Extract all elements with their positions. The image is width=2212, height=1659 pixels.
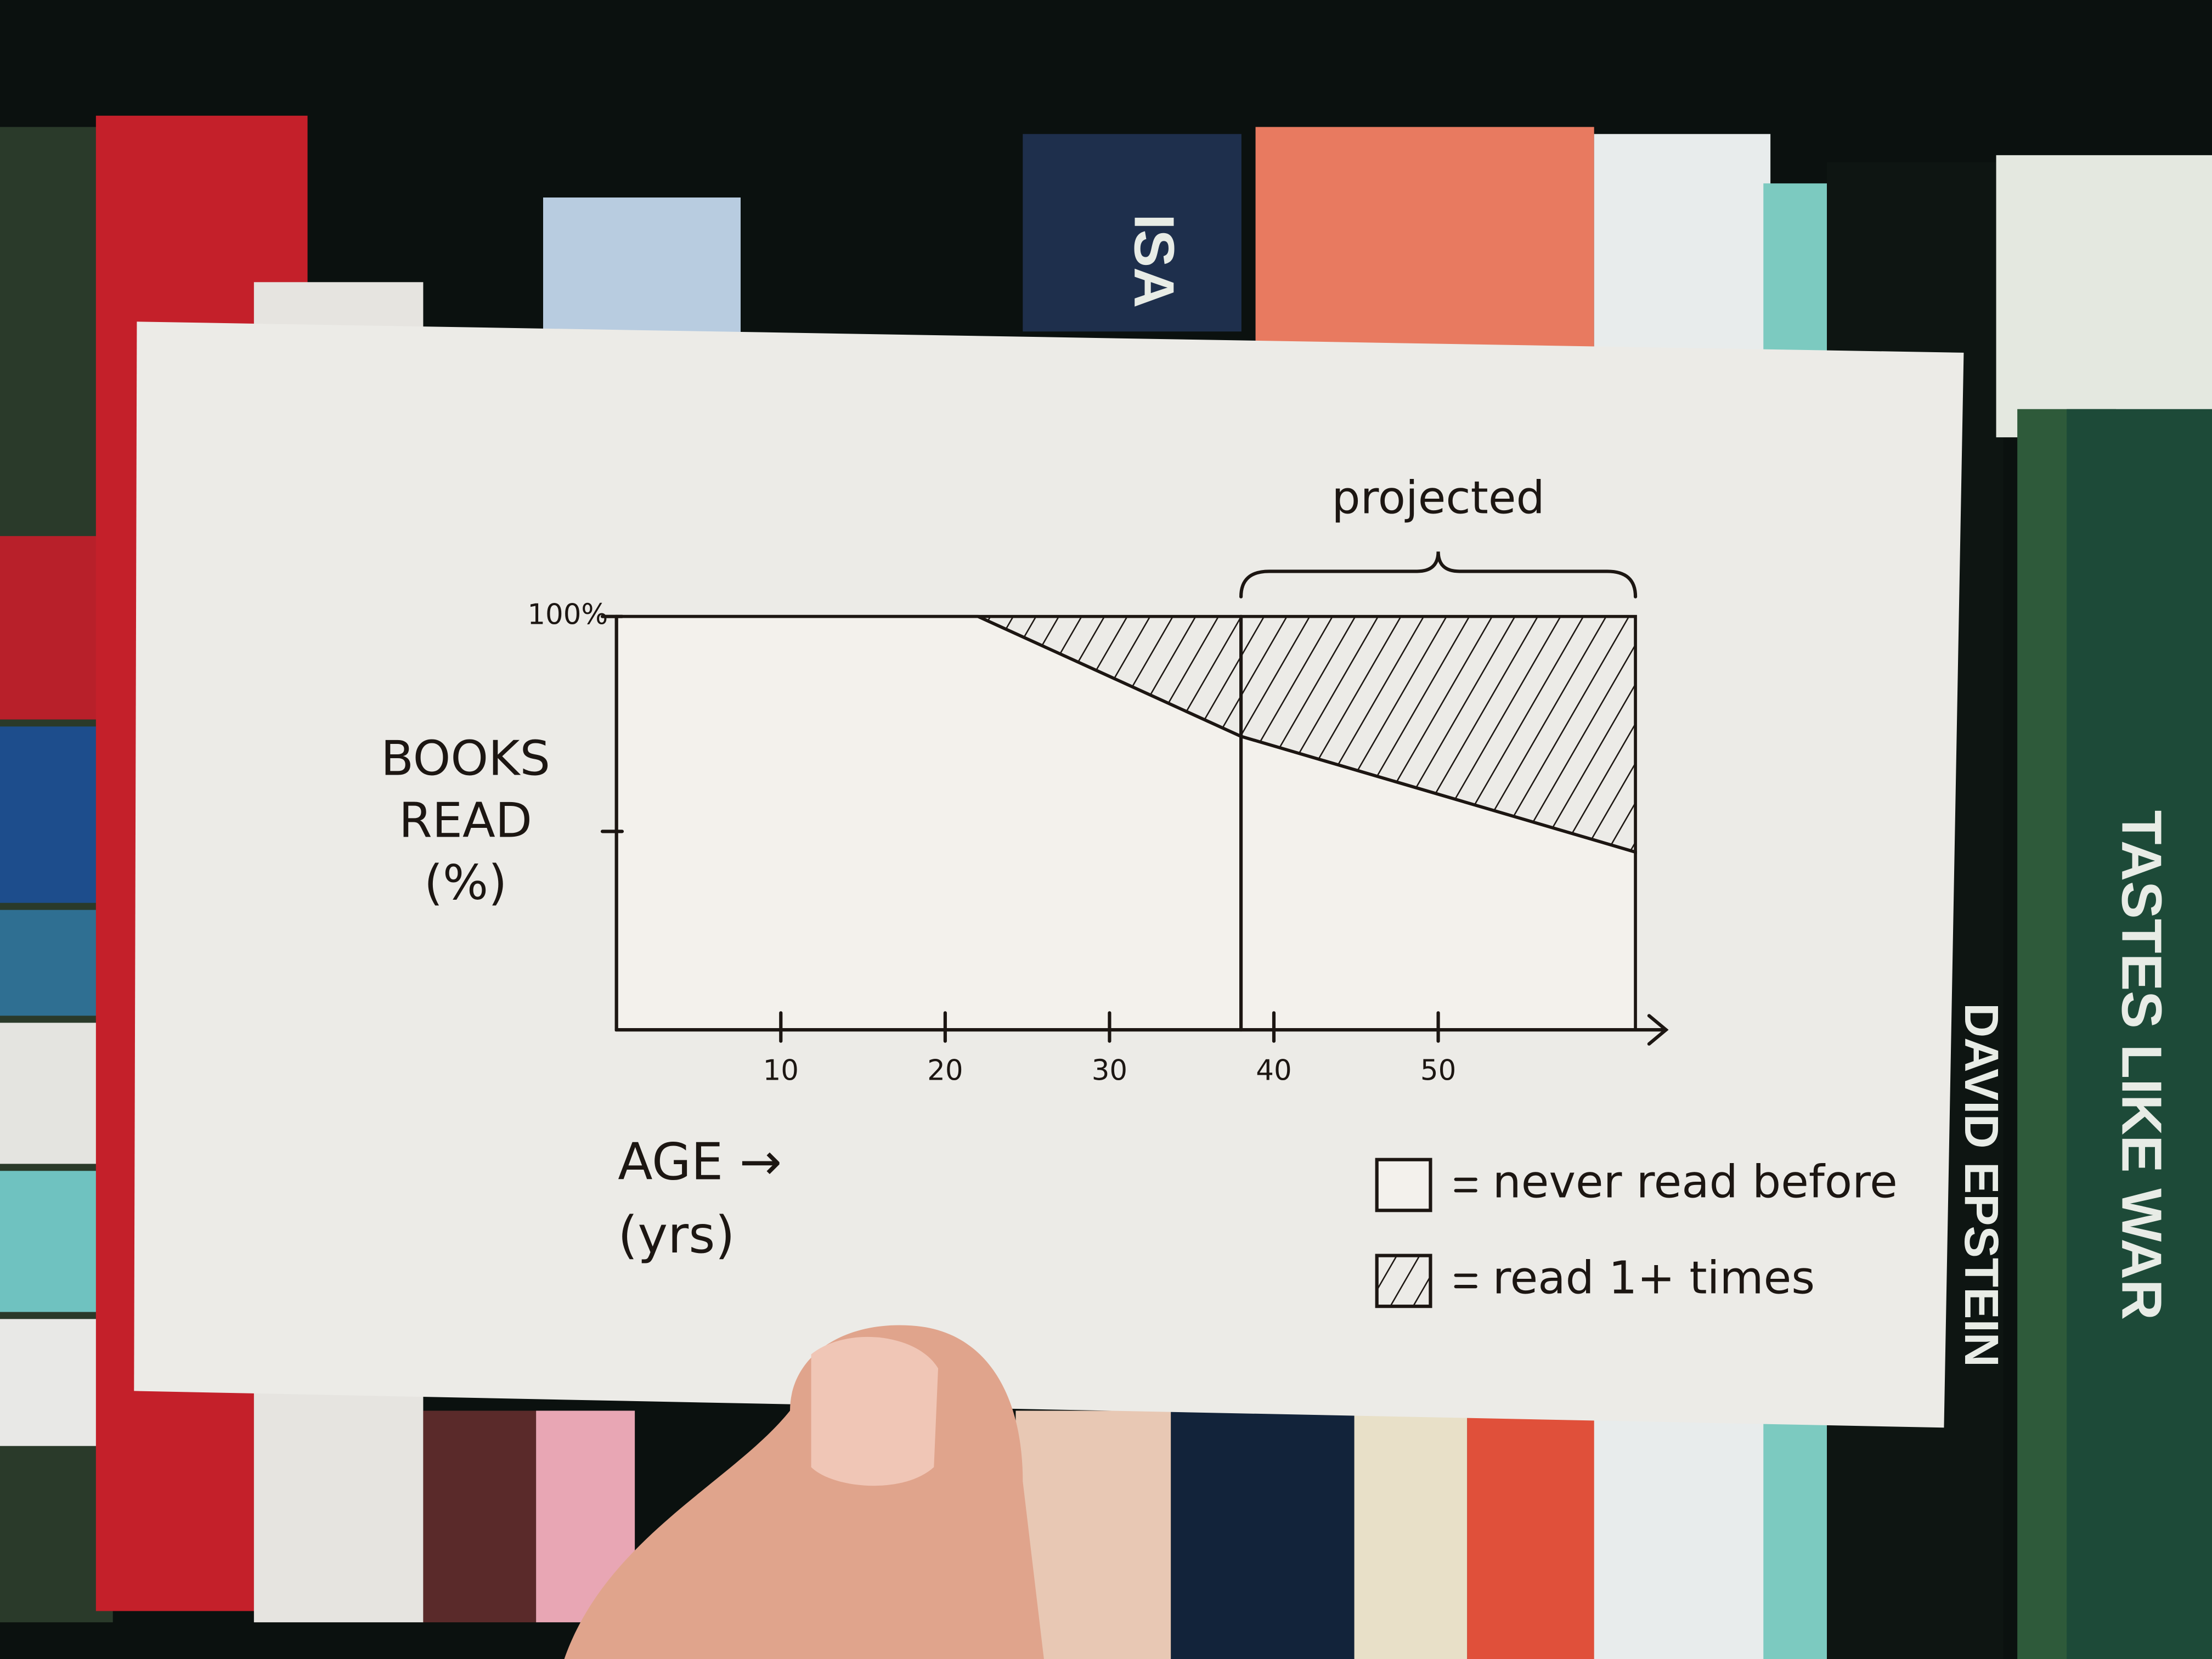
x-tick-label: 40	[1256, 1054, 1291, 1087]
legend-label: never read before	[1493, 1156, 1898, 1208]
x-tick-label: 30	[1092, 1054, 1127, 1087]
y-axis-label: READ	[399, 793, 532, 849]
projected-brace	[1239, 551, 1638, 599]
book	[543, 198, 741, 339]
thumb	[564, 1325, 1044, 1659]
book	[1996, 155, 2212, 438]
book-spine-text: DAVID EPSTEIN	[1955, 1003, 2008, 1367]
book	[1255, 127, 1594, 353]
book	[1015, 1410, 1171, 1659]
book-spine-text: ISA	[1123, 214, 1186, 308]
y-axis-label: (%)	[424, 855, 507, 911]
y-tick-label: 100%	[527, 599, 608, 631]
legend-swatch	[1375, 1158, 1432, 1212]
x-tick-label: 10	[763, 1054, 799, 1087]
area-1	[616, 614, 1637, 854]
book	[1171, 1410, 1355, 1659]
legend-label: read 1+ times	[1493, 1252, 1815, 1304]
book	[1023, 134, 1242, 332]
book	[2067, 409, 2212, 1659]
annotation: projected	[1331, 472, 1544, 524]
x-tick-label: 50	[1420, 1054, 1456, 1087]
thumbnail	[811, 1336, 938, 1486]
book	[423, 1410, 537, 1623]
x-axis-label: AGE →	[618, 1132, 782, 1191]
x-axis-arrow	[1647, 1014, 1669, 1046]
x-axis-label: (yrs)	[618, 1205, 735, 1265]
chart: 100% 10 20 30 40 50 projected BOOKS READ (%) AGE →…	[381, 472, 1898, 1308]
x-tick-label: 20	[927, 1054, 963, 1087]
y-axis-label: BOOKS	[381, 730, 550, 786]
book	[1354, 1410, 1468, 1659]
legend-swatch	[1375, 1254, 1432, 1308]
book-spine-text: TASTES LIKE WAR	[2111, 810, 2174, 1320]
